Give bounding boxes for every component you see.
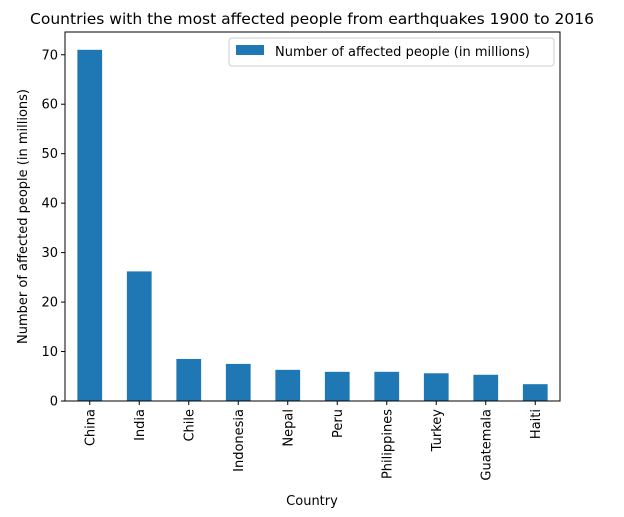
bar-chile [176, 358, 202, 401]
x-tick-label: India [133, 409, 148, 441]
bar-philippines [374, 371, 400, 401]
legend-label: Number of affected people (in millions) [275, 45, 530, 60]
x-tick-label: Indonesia [232, 409, 247, 472]
chart-title: Countries with the most affected people … [30, 10, 594, 28]
y-tick-label: 10 [41, 345, 58, 360]
y-tick-label: 40 [41, 197, 58, 212]
y-tick-label: 20 [41, 296, 58, 311]
y-tick-label: 30 [41, 246, 58, 261]
x-tick-label: China [83, 409, 98, 446]
legend-box [228, 37, 555, 67]
plot-area: 0 10 20 30 40 50 60 70 China India Chile Indonesia N… [41, 48, 548, 481]
x-tick-label: Guatemala [479, 409, 494, 481]
axes-frame [64, 31, 561, 402]
y-tick-label: 70 [41, 48, 58, 63]
x-tick-label: Haiti [529, 409, 544, 439]
x-tick-label: Nepal [281, 409, 296, 447]
y-tick-label: 60 [41, 98, 58, 113]
bar-india [126, 271, 152, 401]
bar-china [77, 49, 103, 402]
x-tick-label: Chile [182, 409, 197, 442]
x-tick-label: Peru [331, 409, 346, 438]
bar-haiti [522, 384, 548, 401]
y-tick-label: 50 [41, 147, 58, 162]
x-axis-label: Country [286, 494, 338, 509]
y-tick-label: 0 [50, 395, 58, 410]
y-axis-label: Number of affected people (in millions) [16, 89, 31, 344]
bar-guatemala [473, 374, 499, 401]
bar-peru [324, 371, 350, 401]
x-tick-label: Philippines [380, 409, 395, 479]
x-tick-label: Turkey [430, 409, 445, 453]
bar-indonesia [225, 363, 251, 401]
legend: Number of affected people (in millions) [228, 37, 555, 67]
legend-swatch [236, 45, 264, 55]
bar-turkey [423, 373, 449, 401]
bar-nepal [275, 369, 301, 401]
